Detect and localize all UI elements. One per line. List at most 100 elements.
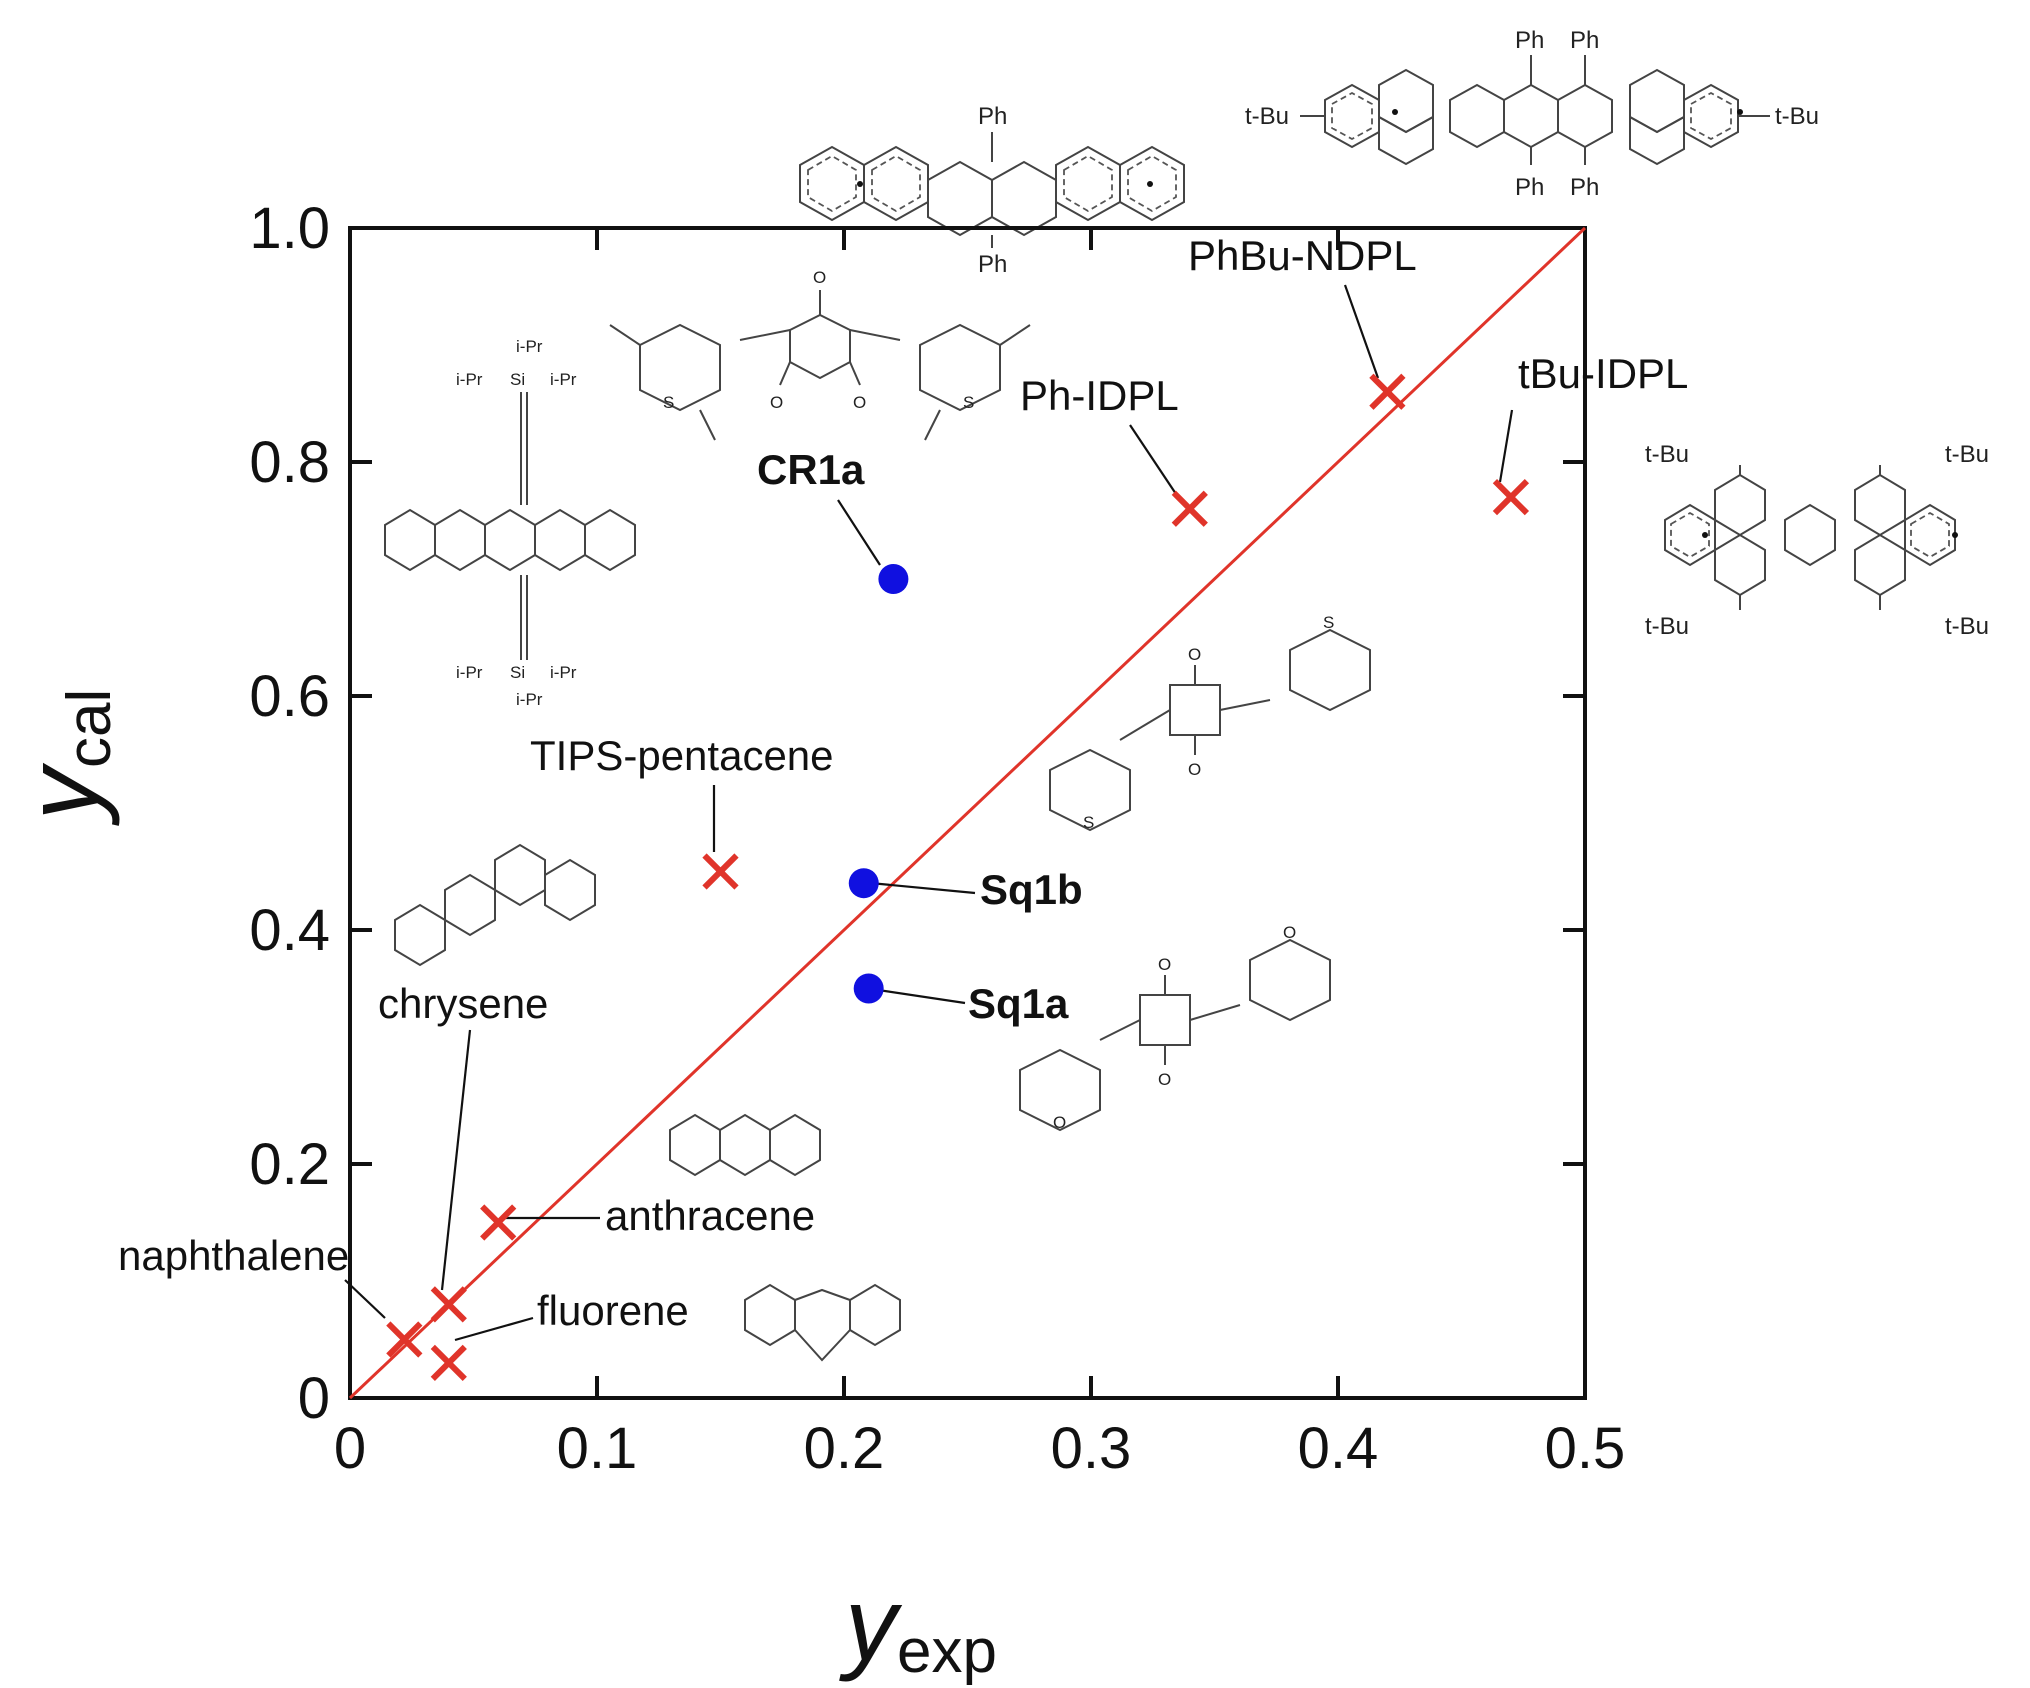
anthracene-structure [669, 1113, 821, 1177]
point-sq1b [848, 868, 879, 899]
y-axis-ticks: 0 0.2 0.4 0.6 0.8 1.0 [249, 196, 1585, 1431]
o-label: O [1188, 760, 1201, 779]
tbu-label: t-Bu [1645, 613, 1689, 640]
o-label: O [1158, 955, 1171, 974]
label-leader-lines [344, 284, 1514, 1342]
x-axis-title-sub: exp [897, 1617, 997, 1686]
tbu-label: t-Bu [1945, 613, 1989, 640]
point-cr1a [878, 564, 909, 594]
ipr-label: i-Pr [516, 690, 543, 709]
leader-naphthalene [344, 1279, 386, 1319]
data-markers [386, 373, 1530, 1382]
x-tick-label: 0 [334, 1416, 366, 1481]
ph-label: Ph [1515, 174, 1544, 201]
x-tick-label: 0.4 [1298, 1416, 1379, 1481]
x-tick-label: 0.3 [1051, 1416, 1132, 1481]
tbu-label: t-Bu [1645, 441, 1689, 468]
y-tick-label: 0.8 [249, 430, 330, 495]
label-sq1b: Sq1b [980, 866, 1083, 913]
ph-idpl-structure: Ph Ph [760, 95, 1220, 285]
o-label: O [853, 393, 866, 412]
cr1a-structure: O O O S S [609, 268, 1031, 441]
label-phbu-ndpl: PhBu-NDPL [1188, 232, 1417, 279]
label-sq1a: Sq1a [968, 980, 1069, 1027]
tips-pentacene-structure: i-Pr i-Pr Si i-Pr i-Pr Si i-Pr i-Pr [384, 337, 636, 709]
label-ph-idpl: Ph-IDPL [1020, 372, 1179, 419]
y-tick-label: 0.4 [249, 898, 330, 963]
ipr-label: i-Pr [550, 663, 577, 682]
x-axis-ticks: 0 0.1 0.2 0.3 0.4 0.5 [334, 228, 1625, 1481]
point-anthracene [480, 1204, 517, 1241]
o-label: O [1053, 1113, 1066, 1132]
point-phbu-ndpl [1369, 373, 1406, 410]
o-label: O [1283, 923, 1296, 942]
y-axis-title-sub: cal [55, 689, 124, 768]
label-tips-pentacene: TIPS-pentacene [530, 732, 834, 779]
s-label: S [1323, 613, 1334, 632]
x-tick-label: 0.5 [1545, 1416, 1626, 1481]
fluorene-structure [744, 1283, 901, 1362]
axes: 0 0.1 0.2 0.3 0.4 0.5 0 0.2 0.4 0.6 0.8 1.0 [249, 196, 1625, 1481]
o-label: O [770, 393, 783, 412]
ph-label: Ph [1515, 27, 1544, 54]
label-cr1a: CR1a [757, 446, 865, 493]
point-fluorene [430, 1344, 467, 1382]
s-label: S [1083, 813, 1094, 832]
x-axis-title: yexp [839, 1567, 997, 1686]
y-axis-title-main: y [5, 762, 121, 826]
chrysene-structure [394, 843, 596, 967]
ph-label: Ph [1570, 27, 1599, 54]
leader-fluorene [454, 1316, 534, 1342]
tbu-label: t-Bu [1775, 103, 1819, 130]
o-label: O [1158, 1070, 1171, 1089]
leader-ph-idpl [1129, 424, 1181, 501]
s-label: S [963, 393, 974, 412]
point-ph-idpl [1171, 490, 1208, 527]
ph-label: Ph [978, 251, 1007, 278]
ph-label: Ph [1570, 174, 1599, 201]
leader-sq1b [869, 881, 976, 895]
label-fluorene: fluorene [537, 1287, 689, 1334]
point-sq1a [853, 973, 884, 1004]
leader-sq1a [877, 988, 966, 1005]
s-label: S [663, 393, 674, 412]
point-naphthalene [386, 1321, 423, 1358]
x-tick-label: 0.2 [804, 1416, 885, 1481]
y-axis-title: ycal [5, 689, 124, 826]
sq1a-structure: O O O O [1019, 923, 1331, 1132]
ph-label: Ph [978, 103, 1007, 130]
chemical-structures: Ph Ph t-Bu t-Bu Ph [384, 20, 2020, 1362]
phbu-ndpl-structure: t-Bu t-Bu Ph Ph Ph Ph [1225, 20, 1915, 230]
ipr-label: i-Pr [516, 337, 543, 356]
si-label: Si [510, 663, 525, 682]
ipr-label: i-Pr [456, 663, 483, 682]
leader-phbu-ndpl [1343, 284, 1380, 379]
point-chrysene [430, 1286, 467, 1323]
y-tick-label: 0.6 [249, 664, 330, 729]
tbu-label: t-Bu [1245, 103, 1289, 130]
leader-cr1a [837, 499, 881, 566]
plot-frame [348, 226, 1587, 1400]
y-tick-label: 1.0 [249, 196, 330, 261]
ipr-label: i-Pr [550, 370, 577, 389]
ipr-label: i-Pr [456, 370, 483, 389]
leader-tbu-idpl [1498, 409, 1514, 483]
x-tick-label: 0.1 [557, 1416, 638, 1481]
label-anthracene: anthracene [605, 1192, 815, 1239]
sq1b-structure: O O S S [1049, 613, 1371, 832]
label-tbu-idpl: tBu-IDPL [1518, 350, 1688, 397]
point-tbu-idpl [1492, 478, 1530, 516]
tbu-label: t-Bu [1945, 441, 1989, 468]
x-axis-title-main: y [839, 1567, 903, 1683]
label-chrysene: chrysene [378, 980, 548, 1027]
o-label: O [813, 268, 826, 287]
si-label: Si [510, 370, 525, 389]
tbu-idpl-structure: t-Bu t-Bu t-Bu t-Bu [1630, 430, 2020, 670]
reference-line [348, 226, 1587, 1400]
label-naphthalene: naphthalene [118, 1232, 349, 1279]
leader-chrysene [440, 1029, 472, 1291]
o-label: O [1188, 645, 1201, 664]
point-labels: naphthalene chrysene fluorene anthracene TIP… [118, 232, 1688, 1334]
y-tick-label: 0.2 [249, 1132, 330, 1197]
